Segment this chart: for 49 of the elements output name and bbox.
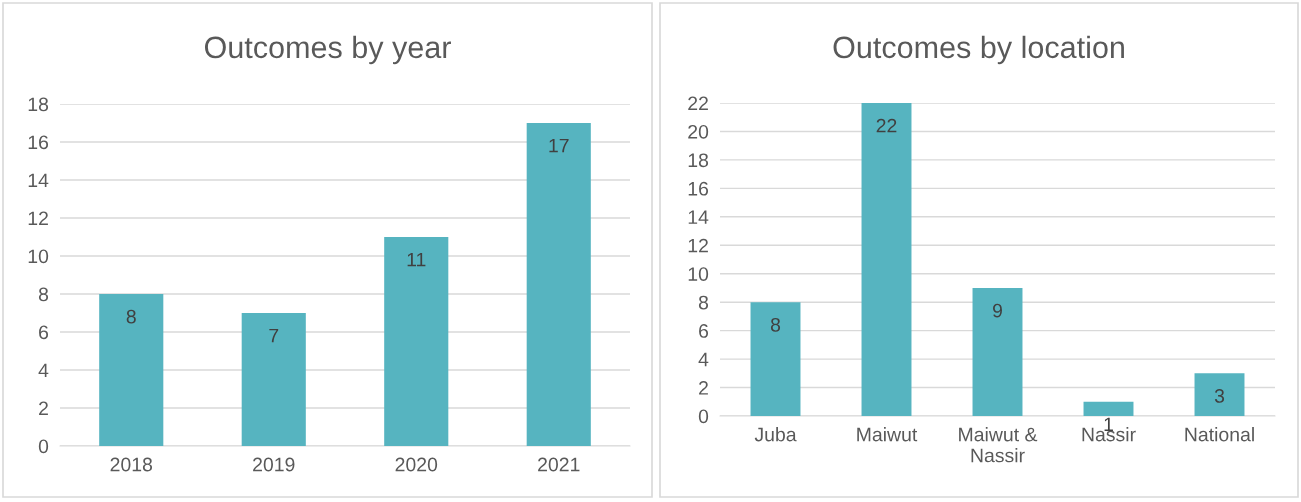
y-tick-label: 6 xyxy=(39,325,49,340)
data-label: 7 xyxy=(269,328,279,343)
y-tick-label: 18 xyxy=(28,97,49,112)
y-tick-label: 18 xyxy=(688,153,709,168)
y-tick-label: 4 xyxy=(38,363,49,378)
data-label: 17 xyxy=(549,138,569,153)
x-tick-label: Maiwut xyxy=(857,427,918,442)
x-tick-label: 2021 xyxy=(538,457,580,472)
data-label: 22 xyxy=(876,118,897,133)
bar xyxy=(861,103,912,416)
data-label: 9 xyxy=(993,303,1002,318)
y-tick-label: 14 xyxy=(688,210,709,224)
x-tick-label: 2019 xyxy=(253,457,295,472)
bar xyxy=(1083,401,1134,416)
bar xyxy=(526,123,591,446)
bar xyxy=(241,313,306,446)
y-tick-label: 2 xyxy=(699,381,708,395)
y-tick-label: 16 xyxy=(688,181,709,196)
chart-title: Outcomes by location xyxy=(833,35,1124,65)
bar xyxy=(99,294,164,446)
y-tick-label: 0 xyxy=(698,409,709,424)
y-tick-label: 10 xyxy=(688,267,709,281)
y-tick-label: 14 xyxy=(28,173,49,188)
x-tick-label: Juba xyxy=(754,427,797,442)
x-tick-label: Maiwut & Nassir xyxy=(959,427,1038,463)
y-tick-label: 8 xyxy=(698,295,709,310)
data-label: 11 xyxy=(407,252,426,267)
y-tick-label: 20 xyxy=(688,124,709,139)
y-tick-label: 2 xyxy=(39,401,48,416)
y-tick-label: 6 xyxy=(699,324,709,338)
y-tick-label: 22 xyxy=(688,96,708,111)
x-tick-label: National xyxy=(1185,427,1254,442)
y-tick-label: 4 xyxy=(698,352,709,367)
x-tick-label: 2018 xyxy=(110,457,153,472)
y-tick-label: 16 xyxy=(28,135,49,150)
y-tick-label: 12 xyxy=(28,211,48,226)
bar xyxy=(384,237,449,446)
y-tick-label: 8 xyxy=(38,287,49,302)
data-label: 8 xyxy=(126,309,136,324)
chart-title: Outcomes by year xyxy=(204,35,451,65)
x-tick-label: 2020 xyxy=(395,457,438,472)
data-label: 8 xyxy=(770,317,781,332)
bar xyxy=(972,287,1023,416)
bar xyxy=(750,302,801,416)
y-tick-label: 10 xyxy=(28,249,49,264)
y-tick-label: 0 xyxy=(38,439,49,454)
y-tick-label: 12 xyxy=(688,238,708,253)
bar xyxy=(1194,373,1245,416)
data-label: 3 xyxy=(1214,389,1225,403)
